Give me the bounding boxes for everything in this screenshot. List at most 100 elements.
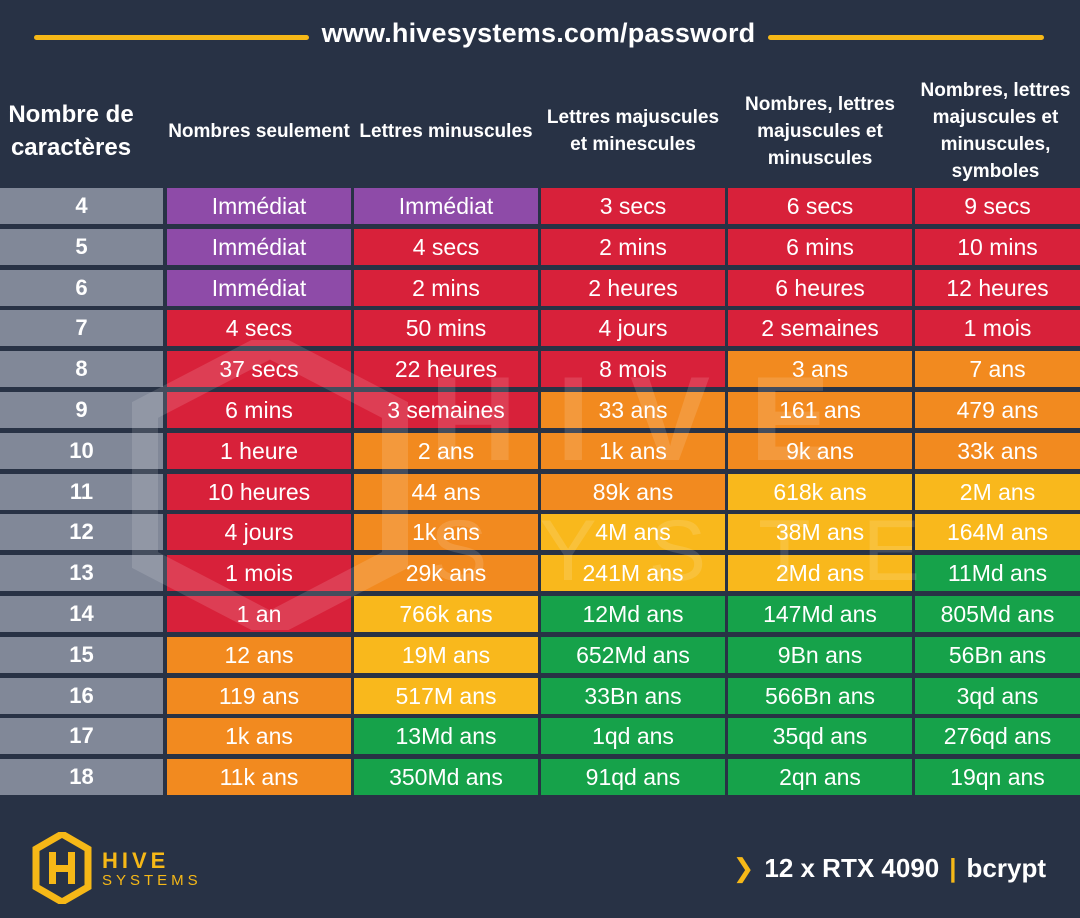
- hive-logo: HIVE SYSTEMS: [32, 832, 212, 904]
- table-cell: 119 ans: [167, 678, 351, 714]
- table-cell: 566Bn ans: [728, 678, 912, 714]
- table-cell: 2 mins: [541, 229, 725, 265]
- table-cell: 7 ans: [915, 351, 1080, 387]
- footer-separator: |: [949, 853, 957, 883]
- row-header-14: 14: [0, 596, 163, 632]
- logo-systems-text: SYSTEMS: [102, 872, 202, 889]
- hive-logo-icon: [32, 832, 92, 904]
- algorithm-label: bcrypt: [966, 853, 1046, 883]
- table-cell: 29k ans: [354, 555, 538, 591]
- table-cell: 4 secs: [167, 310, 351, 346]
- table-cell: 147Md ans: [728, 596, 912, 632]
- table-cell: 6 secs: [728, 188, 912, 224]
- table-cell: 350Md ans: [354, 759, 538, 795]
- header-divider-right: [768, 35, 1044, 40]
- row-header-15: 15: [0, 637, 163, 673]
- table-cell: 1 mois: [167, 555, 351, 591]
- table-cell: 10 heures: [167, 474, 351, 510]
- row-header-13: 13: [0, 555, 163, 591]
- table-cell: 805Md ans: [915, 596, 1080, 632]
- site-url: www.hivesystems.com/password: [321, 18, 756, 48]
- table-cell: 4 jours: [167, 514, 351, 550]
- column-header-0: Nombre de caractères: [8, 101, 134, 161]
- table-cell: 2qn ans: [728, 759, 912, 795]
- row-header-11: 11: [0, 474, 163, 510]
- table-cell: 19M ans: [354, 637, 538, 673]
- row-header-6: 6: [0, 270, 163, 306]
- row-header-8: 8: [0, 351, 163, 387]
- table-cell: 6 heures: [728, 270, 912, 306]
- row-header-10: 10: [0, 433, 163, 469]
- row-header-9: 9: [0, 392, 163, 428]
- row-header-12: 12: [0, 514, 163, 550]
- table-cell: 276qd ans: [915, 718, 1080, 754]
- table-cell: 44 ans: [354, 474, 538, 510]
- table-cell: 4 secs: [354, 229, 538, 265]
- row-header-7: 7: [0, 310, 163, 346]
- table-cell: 91qd ans: [541, 759, 725, 795]
- table-cell: 9k ans: [728, 433, 912, 469]
- column-header-3: Lettres majuscules et minescules: [546, 107, 720, 155]
- table-cell: 13Md ans: [354, 718, 538, 754]
- table-cell: 2 heures: [541, 270, 725, 306]
- table-cell: 33 ans: [541, 392, 725, 428]
- table-cell: 2 ans: [354, 433, 538, 469]
- table-cell: 1k ans: [167, 718, 351, 754]
- table-cell: 12Md ans: [541, 596, 725, 632]
- table-cell: 1k ans: [354, 514, 538, 550]
- table-cell: 2 semaines: [728, 310, 912, 346]
- column-header-4: Nombres, lettres majuscules et minuscule…: [745, 93, 895, 169]
- table-cell: Immédiat: [167, 270, 351, 306]
- table-cell: 6 mins: [167, 392, 351, 428]
- table-cell: 10 mins: [915, 229, 1080, 265]
- table-cell: 4M ans: [541, 514, 725, 550]
- table-cell: 164M ans: [915, 514, 1080, 550]
- table-cell: 38M ans: [728, 514, 912, 550]
- hardware-info: ❯ 12 x RTX 4090 | bcrypt: [733, 853, 1046, 884]
- table-cell: 2Md ans: [728, 555, 912, 591]
- table-cell: 161 ans: [728, 392, 912, 428]
- table-cell: 241M ans: [541, 555, 725, 591]
- table-cell: 19qn ans: [915, 759, 1080, 795]
- table-cell: 1 mois: [915, 310, 1080, 346]
- row-header-4: 4: [0, 188, 163, 224]
- hardware-label: 12 x RTX 4090: [764, 853, 940, 883]
- table-cell: 1k ans: [541, 433, 725, 469]
- row-header-18: 18: [0, 759, 163, 795]
- table-cell: 618k ans: [728, 474, 912, 510]
- table-cell: 8 mois: [541, 351, 725, 387]
- table-cell: 2 mins: [354, 270, 538, 306]
- table-cell: Immédiat: [354, 188, 538, 224]
- table-cell: 1 an: [167, 596, 351, 632]
- table-cell: Immédiat: [167, 188, 351, 224]
- table-cell: 22 heures: [354, 351, 538, 387]
- table-cell: 9Bn ans: [728, 637, 912, 673]
- table-cell: Immédiat: [167, 229, 351, 265]
- header-divider-left: [34, 35, 309, 40]
- logo-hive-text: HIVE: [102, 848, 170, 873]
- table-cell: 3 secs: [541, 188, 725, 224]
- table-cell: 9 secs: [915, 188, 1080, 224]
- table-cell: 56Bn ans: [915, 637, 1080, 673]
- table-cell: 35qd ans: [728, 718, 912, 754]
- header: www.hivesystems.com/password: [0, 0, 1080, 74]
- row-header-5: 5: [0, 229, 163, 265]
- table-cell: 33k ans: [915, 433, 1080, 469]
- table-cell: 652Md ans: [541, 637, 725, 673]
- table-cell: 1qd ans: [541, 718, 725, 754]
- table-cell: 37 secs: [167, 351, 351, 387]
- table-cell: 4 jours: [541, 310, 725, 346]
- table-cell: 3qd ans: [915, 678, 1080, 714]
- row-header-16: 16: [0, 678, 163, 714]
- table-cell: 89k ans: [541, 474, 725, 510]
- column-header-5: Nombres, lettres majuscules et minuscule…: [920, 80, 1071, 182]
- table-cell: 1 heure: [167, 433, 351, 469]
- table-cell: 766k ans: [354, 596, 538, 632]
- table-cell: 6 mins: [728, 229, 912, 265]
- table-cell: 12 heures: [915, 270, 1080, 306]
- table-cell: 11k ans: [167, 759, 351, 795]
- column-header-1: Nombres seulement: [168, 120, 350, 142]
- password-table: 4 Immédiat Immédiat 3 secs 6 secs 9 secs 5 Immé…: [0, 188, 1080, 800]
- table-cell: 3 semaines: [354, 392, 538, 428]
- table-cell: 33Bn ans: [541, 678, 725, 714]
